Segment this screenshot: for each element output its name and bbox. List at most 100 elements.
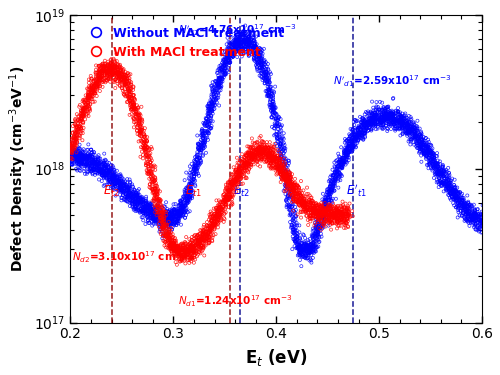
Point [215, 217, 223, 223]
Point [84, 152, 92, 157]
Point [361, 123, 369, 129]
Point [196, 245, 204, 251]
Point [372, 126, 380, 132]
Point [78, 160, 86, 166]
Point [96, 68, 104, 74]
Point [366, 110, 374, 116]
Point [181, 249, 189, 255]
Point [313, 232, 321, 238]
Point [460, 198, 468, 204]
Point [329, 172, 337, 178]
Point [444, 173, 452, 179]
Point [150, 216, 158, 222]
Point [188, 193, 196, 199]
Point [258, 61, 266, 67]
Point [97, 159, 105, 165]
Point [218, 206, 226, 212]
Point [193, 241, 201, 247]
Point [230, 177, 238, 183]
Point [140, 204, 147, 210]
Point [252, 152, 260, 158]
Point [306, 200, 314, 206]
Point [134, 196, 142, 202]
Point [235, 45, 243, 51]
Point [172, 241, 180, 247]
Point [124, 184, 132, 190]
Point [124, 185, 132, 191]
Point [120, 183, 128, 189]
Point [124, 184, 132, 190]
Point [74, 123, 82, 129]
Point [394, 111, 402, 117]
Point [369, 111, 377, 117]
Point [292, 238, 300, 244]
Point [368, 113, 376, 119]
Point [302, 204, 310, 210]
Point [138, 104, 145, 110]
Point [340, 148, 348, 154]
Point [224, 39, 232, 45]
Point [228, 172, 236, 178]
Point [96, 164, 104, 170]
Point [108, 62, 116, 68]
Point [398, 124, 406, 130]
Point [270, 132, 278, 138]
Point [184, 190, 192, 196]
Point [65, 146, 73, 152]
Point [216, 214, 224, 220]
Point [260, 148, 268, 154]
Point [382, 111, 390, 117]
Point [306, 198, 314, 204]
Point [180, 208, 188, 214]
Point [104, 70, 112, 76]
Point [142, 162, 150, 168]
Point [334, 173, 342, 179]
Point [323, 204, 331, 210]
Point [406, 138, 414, 144]
Point [174, 209, 182, 215]
Point [214, 206, 222, 212]
Point [151, 212, 159, 218]
Point [454, 203, 462, 209]
Point [426, 161, 434, 167]
Point [316, 239, 324, 245]
Point [76, 104, 84, 110]
Point [338, 213, 346, 219]
Point [93, 79, 101, 85]
Point [228, 196, 236, 202]
Point [72, 122, 80, 128]
Point [194, 145, 202, 151]
Point [282, 176, 290, 182]
Point [262, 148, 270, 154]
Point [430, 175, 438, 181]
Point [390, 116, 398, 122]
Point [215, 78, 223, 84]
Point [342, 211, 350, 217]
Point [292, 199, 300, 205]
Point [332, 215, 340, 221]
Point [122, 81, 130, 87]
Point [212, 217, 220, 223]
Point [384, 105, 392, 111]
Point [284, 179, 292, 185]
Point [160, 216, 168, 222]
Point [390, 116, 398, 122]
Point [296, 248, 304, 254]
Point [86, 155, 94, 161]
Point [81, 155, 89, 161]
Point [220, 57, 228, 63]
Point [450, 188, 458, 194]
Point [322, 207, 330, 213]
Point [257, 62, 265, 68]
Point [120, 75, 128, 81]
Point [384, 118, 392, 124]
Point [162, 242, 170, 248]
Point [88, 154, 96, 160]
Point [332, 176, 340, 182]
Point [268, 154, 276, 160]
Point [370, 119, 378, 125]
Point [186, 194, 194, 200]
Point [90, 160, 98, 166]
Point [91, 158, 99, 164]
Point [233, 178, 241, 184]
